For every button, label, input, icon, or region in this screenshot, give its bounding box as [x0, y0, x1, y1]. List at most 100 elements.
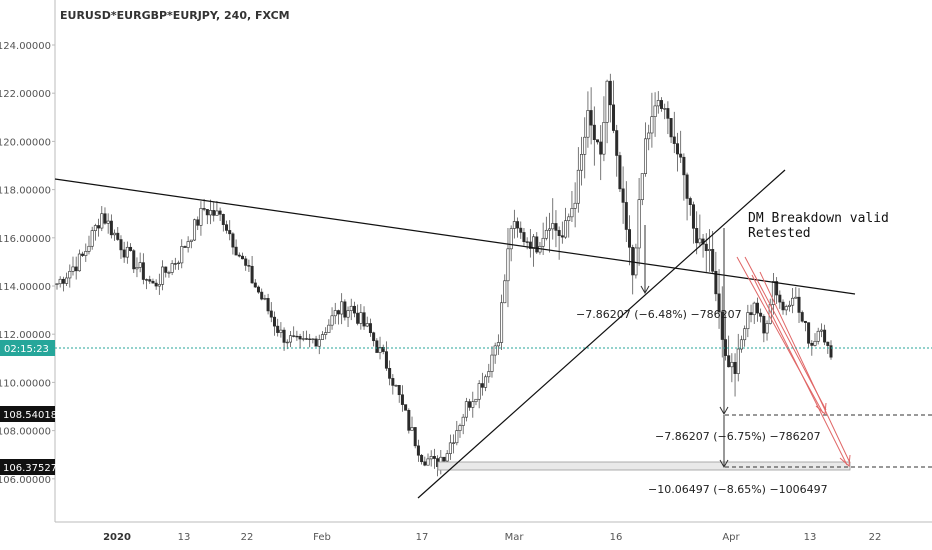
y-tick-label: 116.00000: [0, 234, 51, 245]
candle-body-down: [384, 351, 388, 369]
candle: [535, 232, 539, 254]
candle: [311, 338, 315, 344]
candle: [493, 342, 497, 364]
candle: [727, 335, 731, 368]
candle: [576, 147, 580, 213]
candle: [352, 301, 356, 318]
candle: [468, 398, 472, 411]
candle-body-down: [592, 124, 596, 140]
candle: [554, 210, 558, 248]
candle: [189, 239, 193, 249]
candle-body-down: [775, 281, 779, 296]
candle-body-up: [346, 310, 350, 318]
candle-body-down: [154, 282, 158, 287]
candle-body-up: [394, 385, 398, 387]
x-tick-label: 13: [178, 532, 191, 543]
candle: [695, 211, 699, 255]
candle: [749, 304, 753, 323]
candle: [637, 178, 641, 266]
candle-body-down: [695, 228, 699, 244]
x-axis-ticks: 2020 13 22 Feb 17 Mar 16 Apr 13 22: [103, 532, 881, 543]
candle-body-up: [324, 332, 328, 335]
candle: [327, 319, 331, 333]
candle-body-down: [803, 320, 807, 323]
candle-body-down: [432, 456, 436, 459]
candle-body-up: [458, 425, 462, 431]
annotation-breakdown: DM Breakdown valid: [748, 211, 889, 226]
candle: [551, 198, 555, 240]
candle-body-down: [522, 232, 526, 243]
candle-body-up: [567, 216, 571, 222]
candle: [477, 380, 481, 409]
candle: [263, 294, 267, 301]
candle-body-down: [468, 401, 472, 408]
candle-body-down: [356, 312, 360, 324]
ascending-trendline[interactable]: [417, 169, 786, 499]
candle-body-down: [388, 367, 392, 379]
candle: [739, 335, 743, 353]
candle-body-up: [471, 401, 475, 408]
candle: [621, 166, 625, 224]
candle: [260, 288, 264, 301]
candle-body-down: [400, 394, 404, 405]
price-label-target-1: 108.54018: [0, 406, 57, 422]
candle-body-down: [109, 220, 113, 236]
candle: [356, 304, 360, 326]
candle-body-up: [637, 199, 641, 249]
candle: [218, 207, 222, 222]
candle-body-up: [186, 241, 190, 248]
candle-body-up: [663, 108, 667, 110]
projection-arrow-2a: [751, 274, 848, 466]
candle-body-down: [391, 378, 395, 386]
candle: [823, 324, 827, 346]
candle-body-up: [643, 138, 647, 174]
candle-body-down: [442, 456, 446, 462]
candle: [781, 299, 785, 315]
y-tick-label: 112.00000: [0, 330, 51, 341]
candle-body-down: [381, 347, 385, 352]
candle-body-down: [256, 286, 260, 293]
candle-body-down: [599, 141, 603, 155]
candle-body-down: [413, 427, 417, 447]
candle: [589, 87, 593, 145]
candle: [186, 236, 190, 253]
descending-trendline[interactable]: [54, 178, 856, 295]
candle: [247, 259, 251, 272]
candle-body-down: [241, 255, 245, 260]
candle-body-down: [685, 174, 689, 199]
candle: [362, 306, 366, 330]
candle: [295, 330, 299, 341]
candle-body-down: [276, 325, 280, 333]
candle-body-up: [58, 278, 62, 285]
candle: [458, 423, 462, 438]
candle-body-down: [711, 249, 715, 272]
candle-body-down: [688, 198, 692, 205]
candle: [698, 214, 702, 248]
candle-body-up: [301, 338, 305, 340]
candle-body-down: [202, 208, 206, 210]
candle: [672, 111, 676, 154]
candle: [416, 439, 420, 462]
y-tick-label: 114.00000: [0, 282, 51, 293]
candle: [659, 97, 663, 112]
candle: [349, 298, 353, 321]
candle: [442, 456, 446, 463]
candle-body-down: [119, 239, 123, 251]
candle-body-up: [333, 310, 337, 317]
candle-body-up: [320, 334, 324, 340]
candle: [714, 251, 718, 302]
candle-body-down: [672, 136, 676, 144]
candle: [615, 124, 619, 177]
y-tick-label: 118.00000: [0, 186, 51, 197]
candle-body-down: [81, 253, 85, 256]
annotation-retested: Retested: [748, 226, 811, 241]
candle-body-up: [106, 220, 110, 224]
price-label-108: 108.54018: [3, 410, 57, 421]
candle: [829, 340, 833, 360]
candle: [784, 304, 788, 316]
candle-body-up: [71, 266, 75, 272]
measure-2-arrowhead: [719, 406, 729, 416]
candle-body-up: [84, 251, 88, 256]
candle-body-up: [55, 283, 59, 285]
